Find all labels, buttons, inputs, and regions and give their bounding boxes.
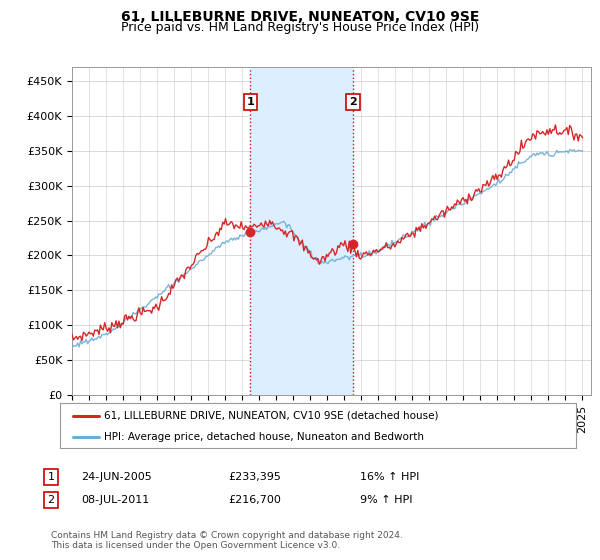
- Text: 9% ↑ HPI: 9% ↑ HPI: [360, 495, 413, 505]
- Text: 1: 1: [47, 472, 55, 482]
- Text: £216,700: £216,700: [228, 495, 281, 505]
- Text: 2: 2: [47, 495, 55, 505]
- Text: 61, LILLEBURNE DRIVE, NUNEATON, CV10 9SE (detached house): 61, LILLEBURNE DRIVE, NUNEATON, CV10 9SE…: [104, 410, 439, 421]
- Text: 24-JUN-2005: 24-JUN-2005: [81, 472, 152, 482]
- Text: 61, LILLEBURNE DRIVE, NUNEATON, CV10 9SE: 61, LILLEBURNE DRIVE, NUNEATON, CV10 9SE: [121, 10, 479, 24]
- Text: Contains HM Land Registry data © Crown copyright and database right 2024.
This d: Contains HM Land Registry data © Crown c…: [51, 531, 403, 550]
- Bar: [250, 67, 353, 395]
- Text: £233,395: £233,395: [228, 472, 281, 482]
- Text: Price paid vs. HM Land Registry's House Price Index (HPI): Price paid vs. HM Land Registry's House …: [121, 21, 479, 34]
- Text: 1: 1: [247, 97, 254, 107]
- Text: 2: 2: [349, 97, 357, 107]
- Text: 16% ↑ HPI: 16% ↑ HPI: [360, 472, 419, 482]
- Text: 08-JUL-2011: 08-JUL-2011: [81, 495, 149, 505]
- Text: HPI: Average price, detached house, Nuneaton and Bedworth: HPI: Average price, detached house, Nune…: [104, 432, 424, 442]
